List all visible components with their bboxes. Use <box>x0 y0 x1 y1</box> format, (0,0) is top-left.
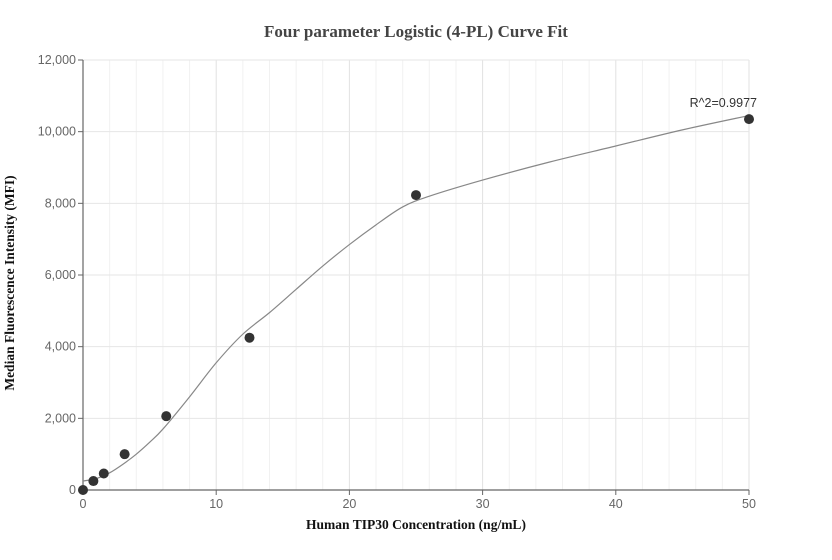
y-tick-label: 0 <box>69 483 76 497</box>
data-point <box>119 449 130 460</box>
r-squared-annotation: R^2=0.9977 <box>690 96 757 110</box>
x-tick-label: 10 <box>209 497 223 511</box>
data-point <box>411 190 421 201</box>
data-point <box>244 332 255 343</box>
y-tick-label: 8,000 <box>45 196 76 210</box>
data-points <box>78 114 754 495</box>
y-tick-label: 10,000 <box>38 125 76 139</box>
data-point <box>78 485 88 495</box>
data-point <box>88 476 99 487</box>
data-point <box>744 114 754 125</box>
data-point <box>98 468 109 479</box>
y-tick-label: 4,000 <box>45 340 76 354</box>
x-tick-label: 20 <box>342 497 356 511</box>
y-tick-label: 2,000 <box>45 411 76 425</box>
x-tick-label: 50 <box>742 497 756 511</box>
chart-title: Four parameter Logistic (4-PL) Curve Fit <box>264 22 568 41</box>
fit-curve <box>82 114 750 482</box>
x-axis-title: Human TIP30 Concentration (ng/mL) <box>306 517 526 532</box>
x-tick-label: 40 <box>609 497 623 511</box>
tick-labels: 0 2,000 4,000 6,000 8,000 10,000 12,000 0 10 20 30… <box>38 53 756 511</box>
axes <box>78 59 750 495</box>
gridlines <box>83 59 750 490</box>
x-tick-label: 0 <box>80 497 87 511</box>
y-tick-label: 12,000 <box>38 53 76 67</box>
data-point <box>161 411 172 422</box>
x-tick-label: 30 <box>476 497 490 511</box>
y-tick-label: 6,000 <box>45 268 76 282</box>
